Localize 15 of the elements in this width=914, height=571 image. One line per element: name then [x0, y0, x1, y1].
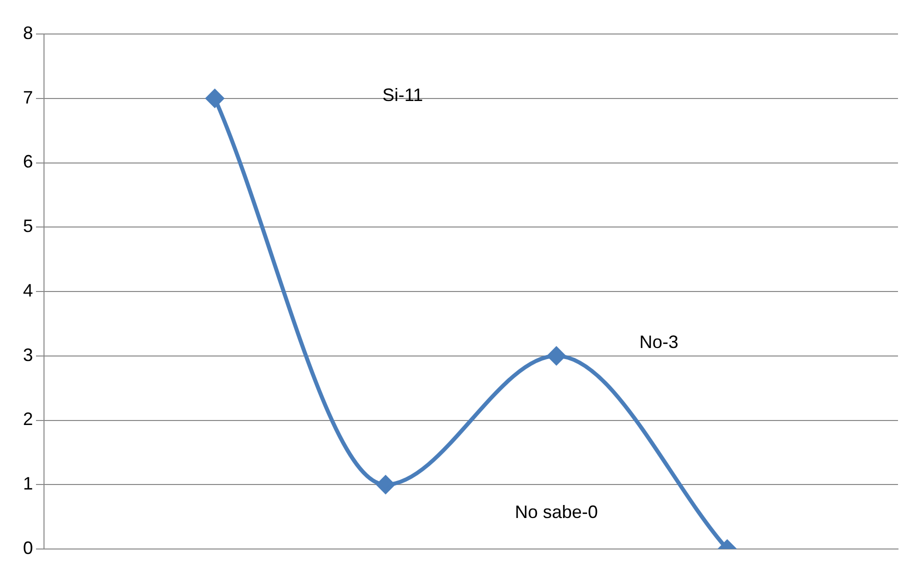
annotation: No-3 [639, 332, 678, 352]
point [547, 346, 566, 365]
annotation: No sabe-0 [514, 502, 598, 522]
point [206, 89, 224, 108]
y-tick-label: 5 [22, 216, 34, 236]
y-tick-label: 2 [22, 409, 34, 430]
y-tick-label: 4 [22, 280, 34, 300]
point [376, 476, 395, 494]
y-tick-label: 1 [22, 474, 34, 494]
annotation: Si-11 [382, 84, 424, 105]
y-tick-label: 7 [22, 87, 34, 108]
y-tick-label: 8 [22, 22, 34, 43]
y-tick-label: 0 [22, 538, 34, 558]
y-tick-label: 6 [22, 152, 34, 172]
y-tick-label: 3 [22, 344, 34, 365]
